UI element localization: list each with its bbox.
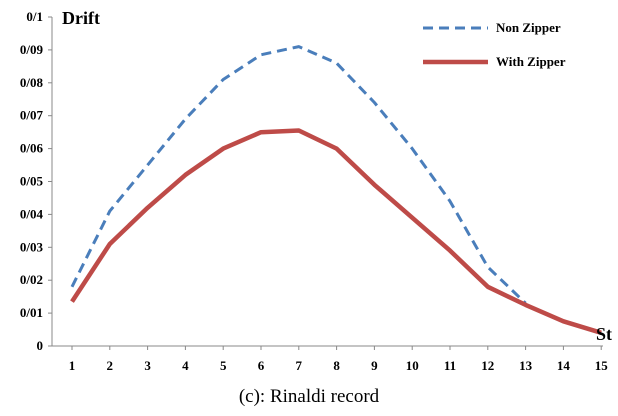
x-tick-label: 6 (258, 358, 265, 373)
drift-line-chart: 0 0/01 0/02 0/03 0/04 0/05 0/06 0/07 0/08 0/09 0/1… (20, 8, 612, 373)
figure-caption: (c): Rinaldi record (238, 386, 380, 407)
x-tick-label: 5 (220, 358, 227, 373)
y-tick-label: 0/01 (20, 305, 43, 320)
series-line-with-zipper (70, 128, 602, 335)
axes: 0 0/01 0/02 0/03 0/04 0/05 0/06 0/07 0/08 0/09 0/1… (20, 9, 608, 373)
y-tick-label: 0/06 (20, 141, 44, 156)
x-tick-label: 3 (144, 358, 151, 373)
legend: Non Zipper With Zipper (423, 20, 566, 69)
legend-label: With Zipper (496, 54, 566, 69)
x-tick-label: 11 (444, 358, 456, 373)
y-axis-title: Drift (62, 8, 100, 28)
series-line-non-zipper (70, 45, 527, 305)
y-tick-label: 0/02 (20, 272, 43, 287)
y-tick-label: 0/09 (20, 42, 44, 57)
y-tick-label: 0/05 (20, 174, 44, 189)
x-tick-label: 7 (296, 358, 303, 373)
x-axis-title: St (596, 324, 612, 344)
y-tick-label: 0/04 (20, 206, 44, 221)
x-tick-label: 10 (406, 358, 419, 373)
x-tick-label: 4 (182, 358, 189, 373)
y-tick-label: 0/08 (20, 75, 44, 90)
y-tick-label: 0/07 (20, 108, 44, 123)
x-tick-label: 15 (595, 358, 609, 373)
x-tick-label: 1 (69, 358, 76, 373)
y-tick-label: 0/1 (26, 9, 43, 24)
x-tick-label: 9 (371, 358, 378, 373)
x-tick-label: 8 (333, 358, 340, 373)
y-tick-label: 0/03 (20, 239, 44, 254)
x-tick-label: 2 (107, 358, 114, 373)
x-tick-label: 14 (557, 358, 571, 373)
x-tick-label: 12 (481, 358, 494, 373)
legend-label: Non Zipper (496, 20, 561, 35)
series-lines (70, 45, 602, 335)
y-tick-label: 0 (37, 338, 44, 353)
x-tick-label: 13 (519, 358, 533, 373)
